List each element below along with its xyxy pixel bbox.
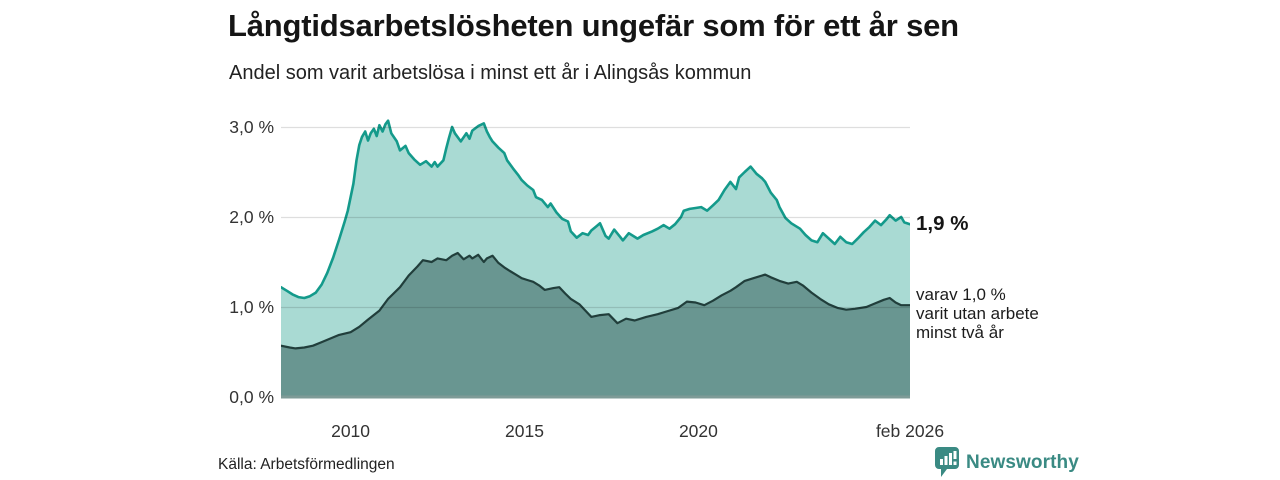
secondary-series-label-line1: varav 1,0 % (916, 285, 1006, 304)
series-line-0 (281, 119, 910, 300)
secondary-series-label: varav 1,0 % varit utan arbete minst två … (916, 285, 1039, 342)
series-line-1 (281, 251, 910, 350)
y-tick-0: 0,0 % (229, 387, 274, 407)
x-tick-2015: 2015 (505, 421, 544, 441)
source-note: Källa: Arbetsförmedlingen (218, 456, 395, 473)
page-title: Långtidsarbetslösheten ungefär som för e… (228, 8, 959, 43)
x-tick-2010: 2010 (331, 421, 371, 441)
latest-value-label: 1,9 % (916, 212, 969, 235)
bar-chart-badge-icon (935, 447, 959, 477)
y-tick-3: 3,0 % (229, 117, 274, 137)
y-tick-2: 2,0 % (229, 207, 274, 227)
y-tick-1: 1,0 % (229, 297, 274, 317)
secondary-series-label-line3: minst två år (916, 323, 1004, 342)
secondary-series-label-line2: varit utan arbete (916, 304, 1039, 323)
newsworthy-logo: Newsworthy (935, 447, 1079, 478)
x-tick-2020: 2020 (678, 421, 718, 441)
newsworthy-logo-text: Newsworthy (966, 451, 1079, 473)
chart-subtitle: Andel som varit arbetslösa i minst ett å… (229, 62, 752, 84)
x-tick-feb-2026: feb 2026 (875, 421, 945, 441)
series-area-1 (281, 253, 910, 397)
area-chart-plot (281, 119, 910, 399)
